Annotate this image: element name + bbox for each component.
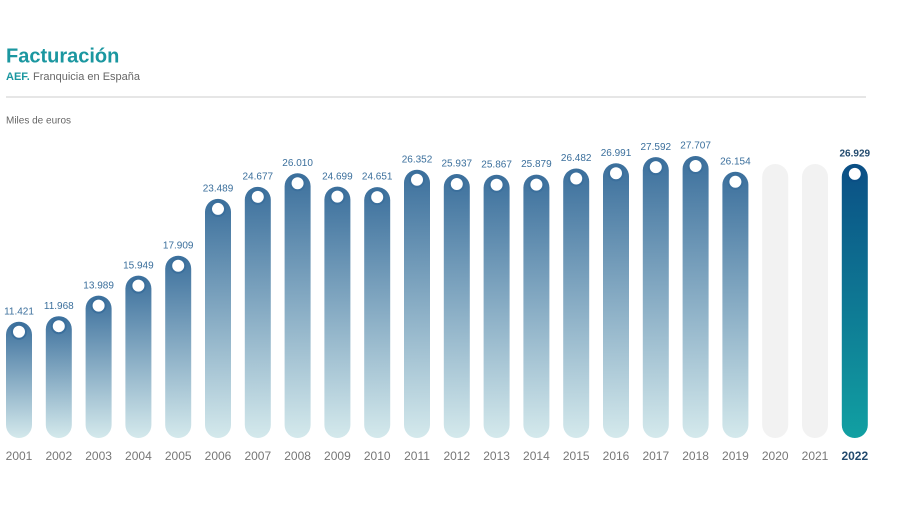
x-tick-label: 2022	[841, 449, 868, 463]
x-tick-label: 2019	[722, 449, 749, 463]
x-tick-label: 2012	[443, 449, 470, 463]
empty-bar	[762, 164, 789, 438]
empty-bar	[802, 164, 828, 438]
bar	[244, 186, 271, 438]
bar	[603, 163, 629, 438]
value-label: 11.968	[44, 301, 74, 312]
x-tick-label: 2016	[603, 449, 630, 463]
bar-marker	[369, 189, 386, 206]
x-tick-label: 2007	[244, 449, 271, 463]
bar	[284, 173, 311, 438]
x-tick-label: 2003	[85, 449, 112, 463]
value-label: 24.699	[322, 171, 353, 182]
x-tick-label: 2002	[45, 449, 72, 463]
bar	[563, 168, 590, 439]
x-tick-label: 2005	[165, 449, 192, 463]
x-tick-label: 2011	[404, 449, 430, 463]
value-label: 26.010	[282, 158, 313, 169]
bar-marker	[289, 175, 306, 192]
bar-marker	[727, 173, 744, 190]
bar	[483, 174, 510, 438]
value-label: 27.707	[680, 141, 711, 152]
x-tick-label: 2015	[563, 449, 590, 463]
value-label: 24.651	[362, 172, 393, 183]
x-tick-label: 2018	[682, 449, 709, 463]
bar	[642, 157, 669, 438]
bar	[841, 163, 868, 438]
bar	[404, 169, 430, 438]
bar	[682, 156, 709, 438]
value-label: 26.929	[840, 149, 871, 160]
bar-marker	[846, 165, 863, 182]
x-tick-label: 2008	[284, 449, 311, 463]
x-tick-label: 2001	[6, 449, 33, 463]
bar	[523, 174, 550, 438]
x-tick-label: 2020	[762, 449, 789, 463]
bar	[443, 174, 470, 438]
x-tick-label: 2010	[364, 449, 391, 463]
bar-marker	[608, 165, 624, 182]
value-label: 24.677	[243, 171, 274, 182]
value-label: 26.154	[720, 156, 751, 167]
value-label: 26.482	[561, 153, 592, 164]
bar-marker	[50, 318, 67, 335]
bar-marker	[409, 171, 425, 188]
value-label: 25.867	[481, 159, 512, 170]
x-tick-label: 2021	[802, 449, 829, 463]
bar-marker	[528, 176, 545, 193]
bar-marker	[90, 297, 107, 314]
x-tick-label: 2017	[642, 449, 669, 463]
bar	[324, 186, 351, 438]
x-tick-label: 2006	[205, 449, 232, 463]
bar-marker	[130, 277, 147, 294]
value-label: 27.592	[641, 142, 672, 153]
x-tick-label: 2009	[324, 449, 351, 463]
bar-marker	[448, 176, 465, 193]
bar	[6, 321, 32, 438]
bar-marker	[687, 158, 704, 174]
y-axis-label: Miles de euros	[6, 116, 71, 127]
bar-marker	[210, 200, 226, 217]
bar	[85, 295, 112, 438]
x-tick-label: 2004	[125, 449, 152, 463]
subtitle-source: AEF.	[6, 71, 30, 83]
bar-marker	[488, 176, 505, 193]
value-label: 25.937	[442, 159, 473, 170]
value-label: 13.989	[83, 280, 114, 291]
value-label: 25.879	[521, 159, 552, 170]
chart-title: Facturación	[6, 45, 119, 67]
bar-marker	[568, 170, 585, 187]
bar-marker	[170, 257, 187, 274]
bar	[45, 316, 72, 438]
bar	[722, 171, 749, 438]
subtitle: Franquicia en España	[33, 71, 141, 83]
bar-marker	[249, 188, 266, 205]
bar-marker	[11, 323, 27, 340]
bar	[205, 198, 231, 438]
bar	[165, 255, 192, 438]
value-label: 26.991	[601, 148, 632, 159]
x-tick-label: 2013	[483, 449, 510, 463]
bar	[364, 187, 391, 438]
value-label: 15.949	[123, 260, 154, 271]
bar	[125, 275, 152, 438]
value-label: 17.909	[163, 240, 194, 251]
value-label: 26.352	[402, 154, 433, 165]
x-tick-label: 2014	[523, 449, 550, 463]
bar-marker	[647, 159, 664, 176]
value-label: 11.421	[4, 306, 34, 317]
bar-marker	[329, 188, 346, 205]
value-label: 23.489	[203, 184, 234, 195]
